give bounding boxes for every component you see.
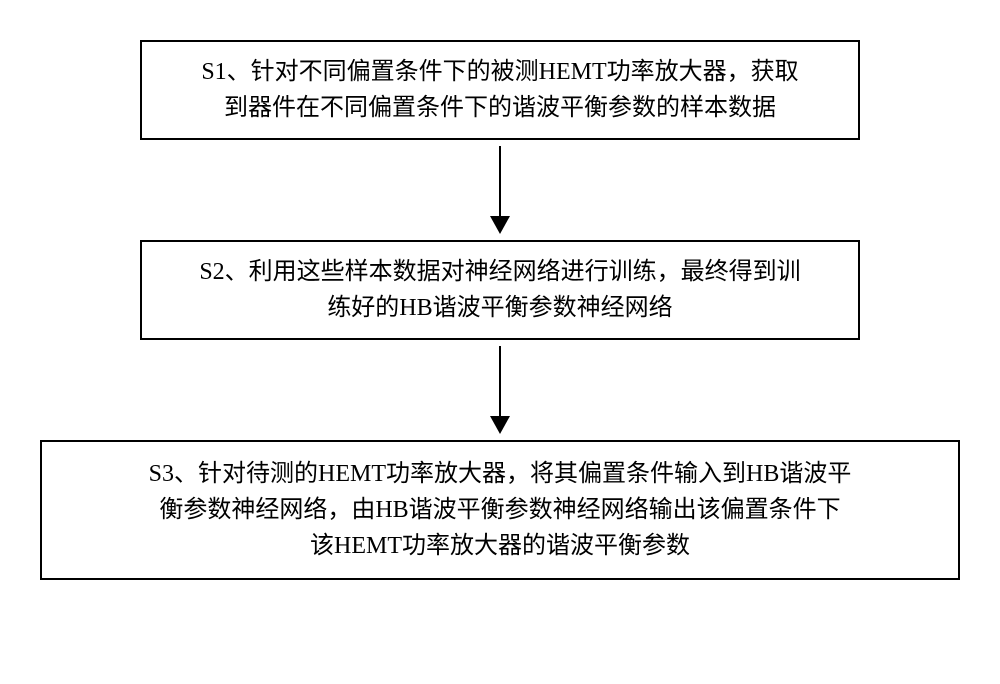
step-1-text: S1、针对不同偏置条件下的被测HEMT功率放大器，获取 到器件在不同偏置条件下的…: [181, 44, 818, 136]
flowchart-step-1: S1、针对不同偏置条件下的被测HEMT功率放大器，获取 到器件在不同偏置条件下的…: [140, 40, 860, 140]
arrow-1-line: [499, 146, 501, 216]
arrow-2-line: [499, 346, 501, 416]
flowchart-step-2: S2、利用这些样本数据对神经网络进行训练，最终得到训 练好的HB谐波平衡参数神经…: [140, 240, 860, 340]
arrow-2: [490, 340, 510, 440]
arrow-1-head: [490, 216, 510, 234]
step-3-text: S3、针对待测的HEMT功率放大器，将其偏置条件输入到HB谐波平 衡参数神经网络…: [129, 446, 872, 574]
flowchart-step-3: S3、针对待测的HEMT功率放大器，将其偏置条件输入到HB谐波平 衡参数神经网络…: [40, 440, 960, 580]
arrow-2-head: [490, 416, 510, 434]
step-2-text: S2、利用这些样本数据对神经网络进行训练，最终得到训 练好的HB谐波平衡参数神经…: [179, 244, 820, 336]
arrow-1: [490, 140, 510, 240]
